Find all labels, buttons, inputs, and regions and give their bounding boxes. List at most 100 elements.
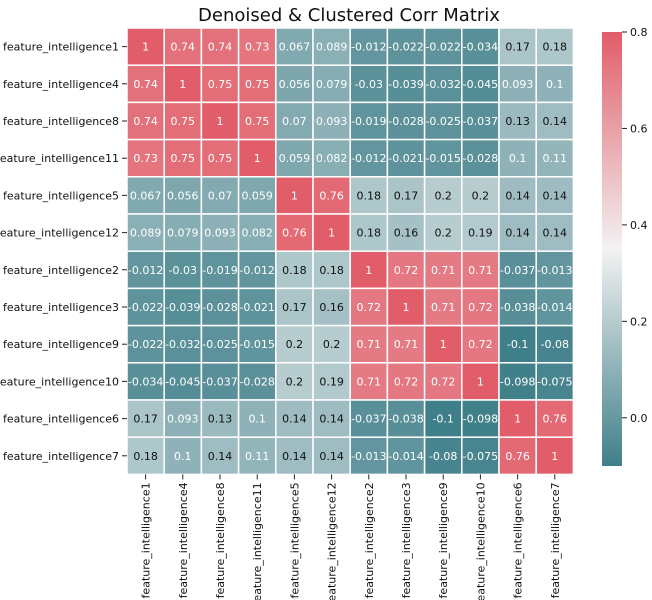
colorbar-tick-label: 0.2 (630, 315, 648, 328)
heatmap-cell (163, 436, 203, 476)
heatmap-cell (312, 399, 351, 438)
heatmap-cell-value: -0.028 (463, 152, 498, 165)
heatmap-cell-value: 0.082 (241, 227, 273, 240)
x-axis-tick-label: feature_intelligence12 (326, 482, 339, 600)
heatmap-cell (349, 176, 389, 215)
heatmap-cell-value: 0.71 (394, 338, 419, 351)
heatmap-cell-value: 0.14 (505, 227, 530, 240)
heatmap-cell-value: 0.11 (245, 450, 270, 463)
heatmap-cell (535, 27, 575, 66)
heatmap-cell (535, 436, 575, 476)
heatmap-cell-value: 0.71 (357, 375, 382, 388)
y-axis-tick-label: feature_intelligence2 (3, 264, 119, 277)
heatmap-cell-value: -0.032 (425, 78, 460, 91)
heatmap-cell (275, 176, 314, 215)
heatmap-cell-value: -0.098 (500, 375, 535, 388)
heatmap-cell-value: 0.1 (174, 450, 192, 463)
heatmap-cell (163, 176, 203, 215)
heatmap-cell (312, 27, 351, 66)
heatmap-cell-value: 0.07 (208, 189, 233, 202)
heatmap-cell-value: -0.038 (500, 301, 535, 314)
colorbar-tick-label: 0.8 (630, 26, 648, 39)
heatmap-cell (386, 399, 426, 438)
heatmap-cell (386, 362, 426, 401)
heatmap-cell-value: 0.75 (245, 115, 270, 128)
heatmap-cell-value: -0.039 (388, 78, 423, 91)
heatmap-cell (498, 176, 537, 215)
heatmap-cell (275, 64, 314, 104)
heatmap-cell-value: -0.1 (507, 338, 528, 351)
y-axis-tick-label: feature_intelligence10 (0, 375, 119, 388)
x-axis-tick-label: feature_intelligence10 (474, 482, 487, 600)
heatmap-cell (423, 250, 463, 290)
heatmap-cell-value: -0.028 (202, 301, 237, 314)
heatmap-cell-value: -0.022 (425, 41, 460, 54)
heatmap-cell-value: -0.037 (500, 264, 535, 277)
heatmap-cell (535, 287, 575, 327)
heatmap-cell-value: 0.74 (171, 41, 196, 54)
heatmap-cell-value: -0.021 (239, 301, 274, 314)
heatmap-cell-value: -0.019 (351, 115, 386, 128)
heatmap-cell-value: -0.08 (541, 338, 569, 351)
x-axis-tick-label: feature_intelligence5 (288, 482, 301, 598)
heatmap-cell-value: 0.72 (357, 301, 382, 314)
y-axis-tick-label: feature_intelligence11 (0, 152, 119, 165)
heatmap-cell (535, 138, 575, 178)
heatmap-cell-value: 1 (291, 189, 298, 202)
heatmap-cell (275, 101, 314, 141)
heatmap-cell-value: 0.17 (505, 41, 530, 54)
heatmap-cell-value: -0.098 (463, 413, 498, 426)
heatmap-cell (535, 213, 575, 252)
heatmap-cell-value: 0.093 (204, 227, 236, 240)
heatmap-cell-value: 0.73 (133, 152, 158, 165)
heatmap-cell-value: 1 (440, 338, 447, 351)
heatmap-cell-value: -0.039 (165, 301, 200, 314)
x-axis-tick-label: feature_intelligence11 (251, 482, 264, 600)
heatmap-cell (126, 138, 165, 178)
heatmap-cell-value: -0.015 (239, 338, 274, 351)
colorbar-tick-label: 0.0 (630, 412, 648, 425)
heatmap-cell-value: -0.013 (351, 450, 386, 463)
heatmap-cell (200, 287, 240, 327)
heatmap-cell (423, 64, 463, 104)
heatmap-cell-value: -0.012 (351, 41, 386, 54)
heatmap-cell-value: 0.18 (319, 264, 344, 277)
heatmap-cell-value: 0.75 (171, 152, 196, 165)
heatmap-cell (163, 362, 203, 401)
heatmap-cell-value: 0.067 (130, 189, 162, 202)
heatmap-cell (200, 101, 240, 141)
heatmap-cell-value: 0.71 (357, 338, 382, 351)
heatmap-cell-value: 0.14 (282, 450, 307, 463)
heatmap-cell (349, 287, 389, 327)
heatmap-cell-value: 0.082 (316, 152, 348, 165)
heatmap-cell-value: 0.1 (509, 152, 527, 165)
heatmap-cell-value: 0.14 (282, 413, 307, 426)
heatmap-cell-value: -0.014 (537, 301, 572, 314)
heatmap-cell-value: -0.022 (388, 41, 423, 54)
heatmap-cell (535, 324, 575, 364)
heatmap-cell-value: 0.14 (505, 189, 530, 202)
heatmap-cell-value: 0.71 (431, 264, 456, 277)
colorbar-layer: 0.0 0.2 0.4 0.6 0.8 (602, 26, 648, 466)
heatmap-cell-value: 0.17 (133, 413, 158, 426)
y-axis-tick-label: feature_intelligence1 (3, 41, 119, 54)
y-axis-tick-label: feature_intelligence7 (3, 450, 119, 463)
heatmap-cell-value: 0.14 (543, 189, 568, 202)
heatmap-axis-labels-layer: feature_intelligence1 feature_intelligenc… (0, 41, 562, 600)
heatmap-cell-value: 0.72 (394, 375, 419, 388)
heatmap-cell (535, 101, 575, 141)
heatmap-cell-value: 0.74 (133, 115, 158, 128)
heatmap-cell-value: 0.14 (543, 227, 568, 240)
heatmap-cell-value: 0.17 (394, 189, 419, 202)
heatmap-cell-value: 0.74 (208, 41, 233, 54)
heatmap-cell-value: 0.75 (171, 115, 196, 128)
heatmap-cell (386, 27, 426, 66)
heatmap-cell (461, 64, 500, 104)
heatmap-cell-value: 0.19 (319, 375, 344, 388)
heatmap-cell-value: 0.079 (316, 78, 348, 91)
heatmap-cell-value: 0.16 (394, 227, 419, 240)
heatmap-cell (498, 64, 537, 104)
heatmap-cell-value: -0.045 (165, 375, 200, 388)
heatmap-cell (423, 213, 463, 252)
